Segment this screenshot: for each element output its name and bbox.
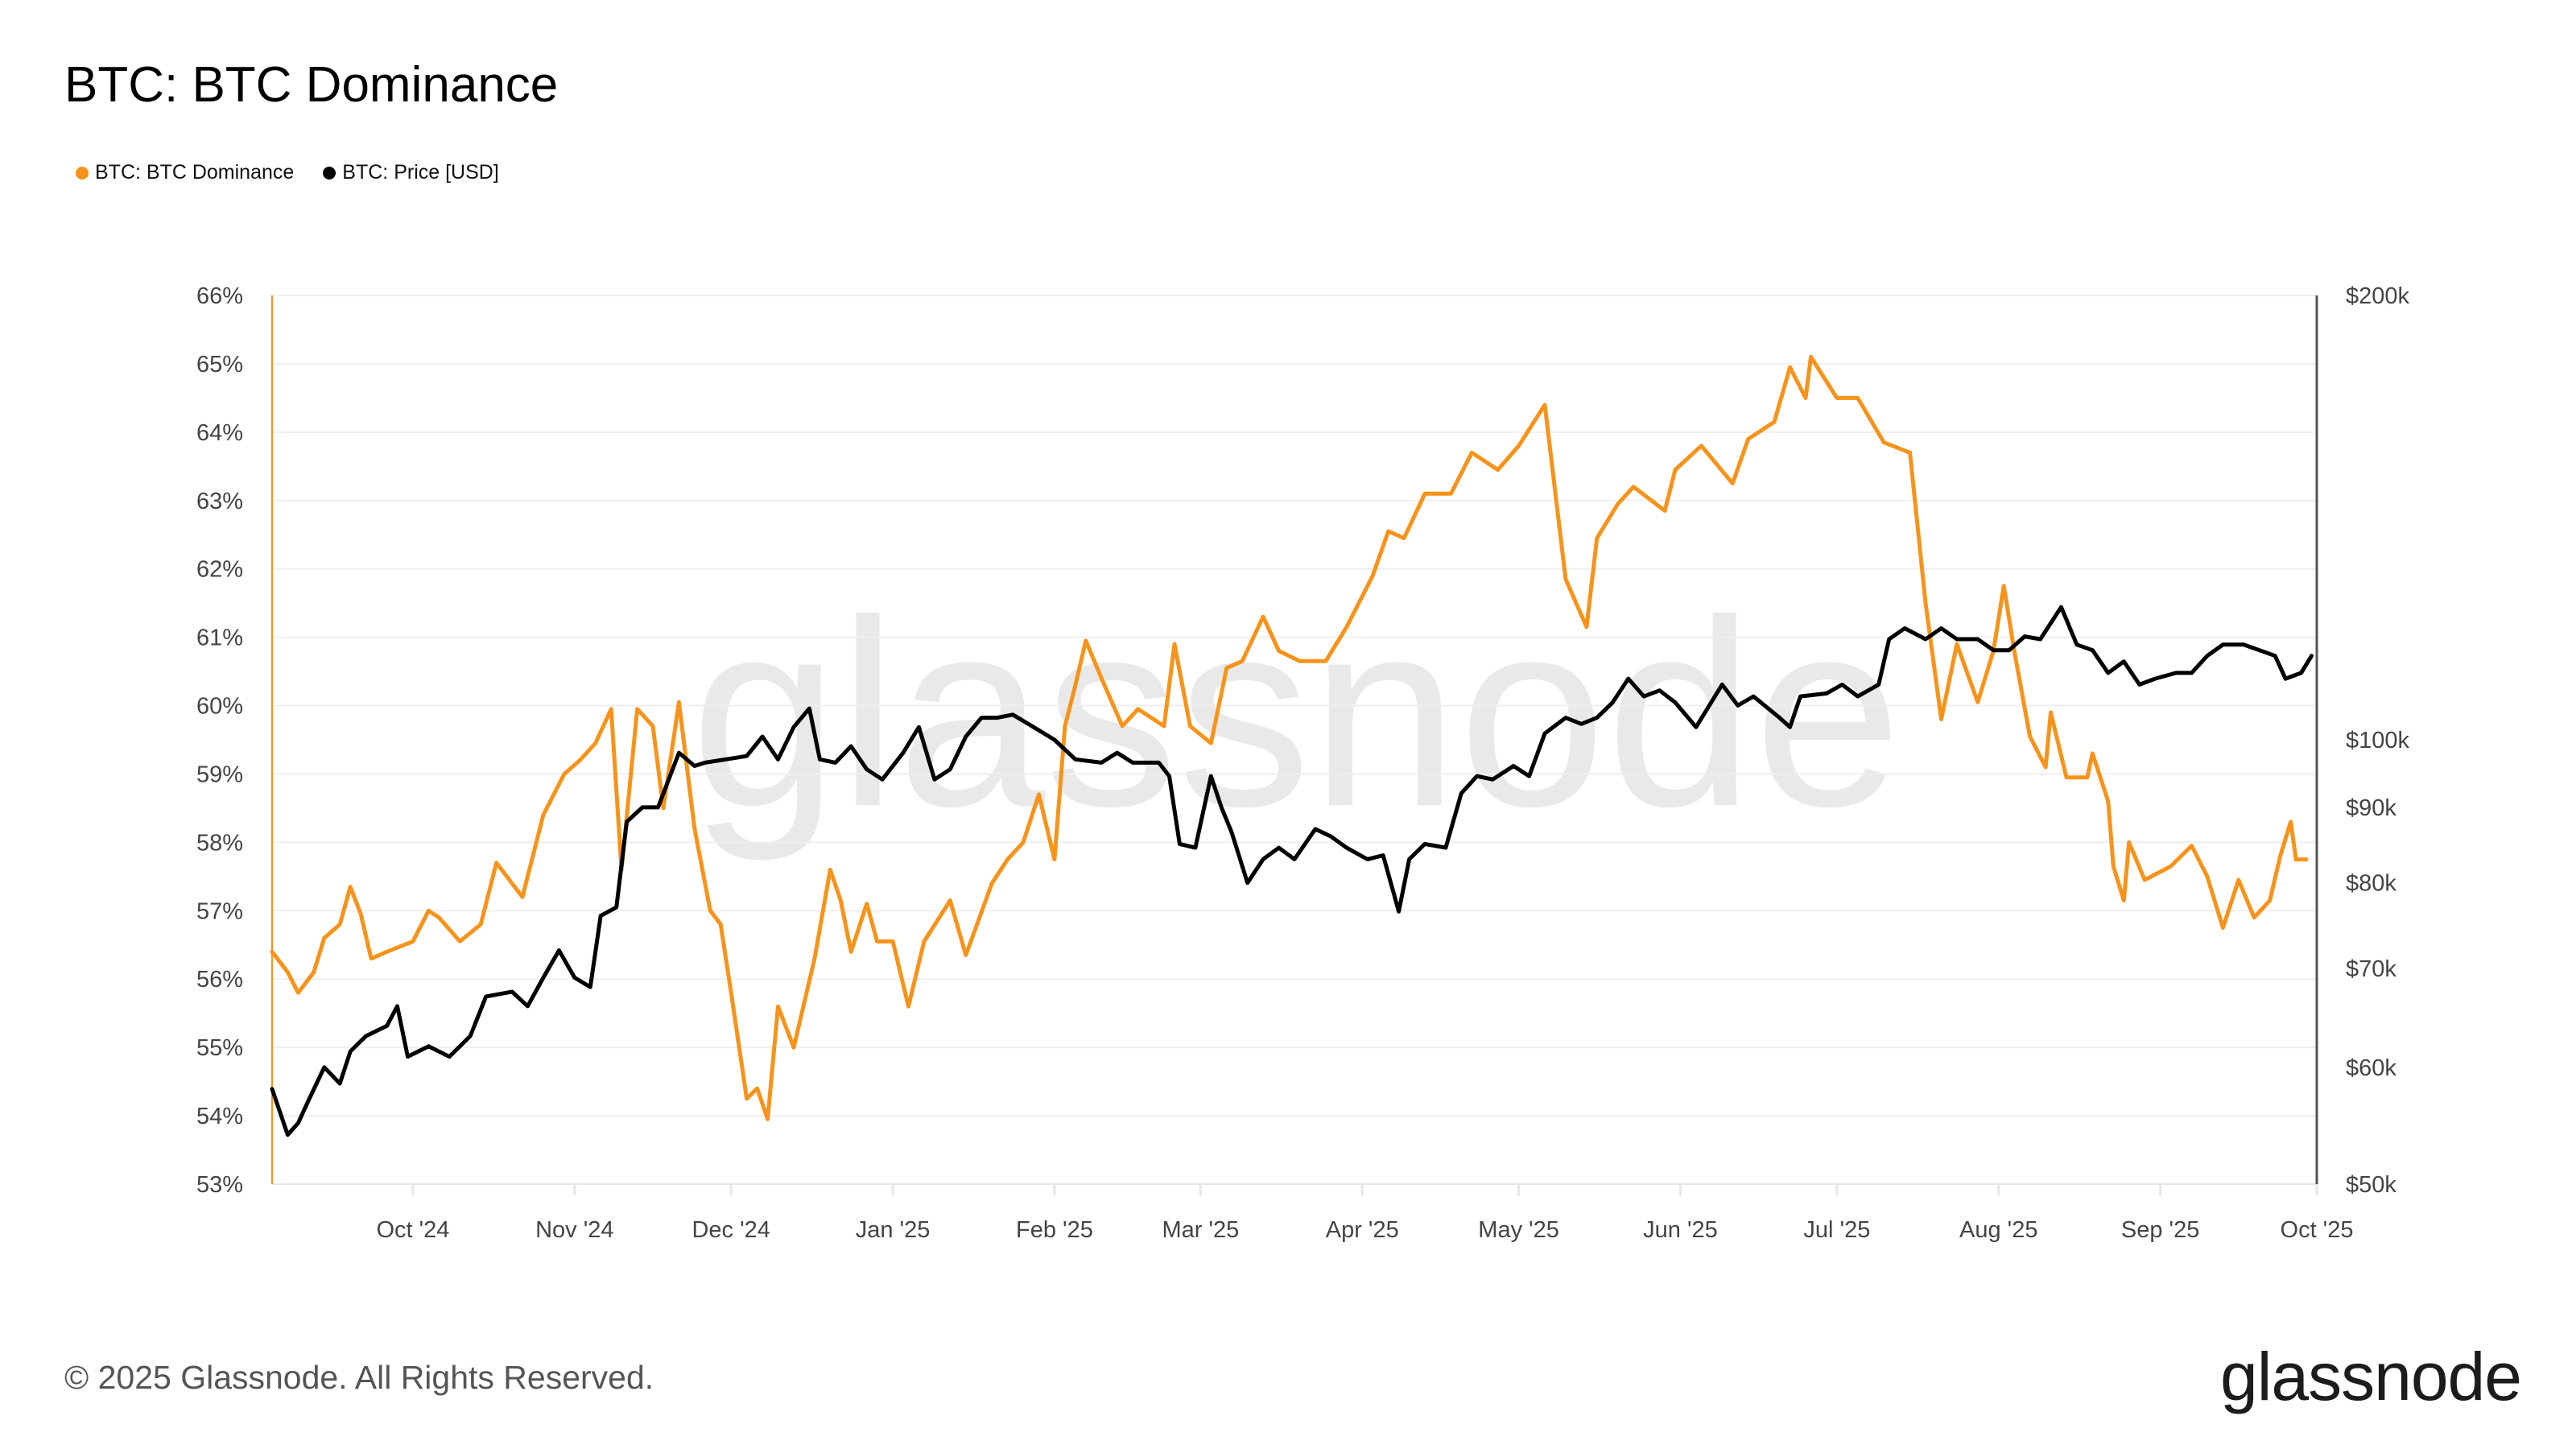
black-dot-icon bbox=[323, 166, 336, 180]
x-tick-label: Jul '25 bbox=[1803, 1217, 1870, 1243]
price-series-line bbox=[270, 605, 2314, 1137]
y-left-tick-label: 54% bbox=[196, 1104, 243, 1129]
legend: BTC: BTC Dominance BTC: Price [USD] bbox=[76, 161, 499, 184]
x-tick-label: Dec '24 bbox=[691, 1217, 770, 1243]
y-right-tick-label: $200k bbox=[2346, 283, 2410, 309]
legend-label: BTC: BTC Dominance bbox=[95, 161, 295, 184]
legend-label: BTC: Price [USD] bbox=[342, 161, 499, 184]
series-lines bbox=[270, 354, 2314, 1137]
y-left-tick-label: 64% bbox=[196, 420, 243, 446]
y-left-tick-label: 62% bbox=[196, 557, 243, 583]
y-right-tick-label: $80k bbox=[2346, 871, 2396, 897]
axes: 53% 54% 55% 56% 57% 58% 59% 60% 61% 62% 63% 64% 65% 6… bbox=[196, 283, 2410, 1243]
y-right-tick-label: $60k bbox=[2346, 1055, 2396, 1081]
y-left-tick-label: 60% bbox=[196, 694, 243, 720]
y-right-tick-label: $70k bbox=[2346, 956, 2396, 982]
y-left-tick-label: 53% bbox=[196, 1172, 243, 1198]
x-tick-label: Mar '25 bbox=[1162, 1217, 1239, 1243]
x-tick-label: Jun '25 bbox=[1643, 1217, 1718, 1243]
y-left-tick-label: 55% bbox=[196, 1035, 243, 1061]
y-left-tick-label: 65% bbox=[196, 352, 243, 378]
y-left-tick-label: 57% bbox=[196, 898, 243, 924]
chart-title: BTC: BTC Dominance bbox=[64, 57, 559, 113]
y-left-tick-label: 63% bbox=[196, 489, 243, 514]
y-left-tick-label: 66% bbox=[196, 283, 243, 309]
x-tick-label: Sep '25 bbox=[2121, 1217, 2199, 1243]
x-tick-label: May '25 bbox=[1478, 1217, 1559, 1243]
y-left-tick-label: 59% bbox=[196, 762, 243, 787]
y-right-tick-label: $100k bbox=[2346, 728, 2410, 753]
glassnode-logo: glassnode bbox=[2220, 1339, 2522, 1414]
copyright-text: © 2025 Glassnode. All Rights Reserved. bbox=[64, 1359, 654, 1396]
x-tick-label: Feb '25 bbox=[1016, 1217, 1093, 1243]
x-tick-label: Oct '24 bbox=[376, 1217, 449, 1243]
y-right-tick-label: $90k bbox=[2346, 795, 2396, 821]
y-left-tick-label: 56% bbox=[196, 967, 243, 993]
x-tick-label: Aug '25 bbox=[1959, 1217, 2037, 1243]
y-left-tick-label: 58% bbox=[196, 830, 243, 856]
dominance-series-line bbox=[270, 354, 2309, 1121]
x-tick-label: Nov '24 bbox=[535, 1217, 613, 1243]
y-right-tick-label: $50k bbox=[2346, 1172, 2396, 1198]
x-tick-label: Oct '25 bbox=[2281, 1217, 2354, 1243]
watermark: glassnode bbox=[691, 564, 1902, 863]
x-tick-label: Jan '25 bbox=[856, 1217, 931, 1243]
y-left-tick-label: 61% bbox=[196, 625, 243, 651]
orange-dot-icon bbox=[76, 166, 89, 180]
legend-item-price[interactable]: BTC: Price [USD] bbox=[323, 161, 499, 184]
x-tick-label: Apr '25 bbox=[1326, 1217, 1399, 1243]
legend-item-dominance[interactable]: BTC: BTC Dominance bbox=[76, 161, 294, 184]
